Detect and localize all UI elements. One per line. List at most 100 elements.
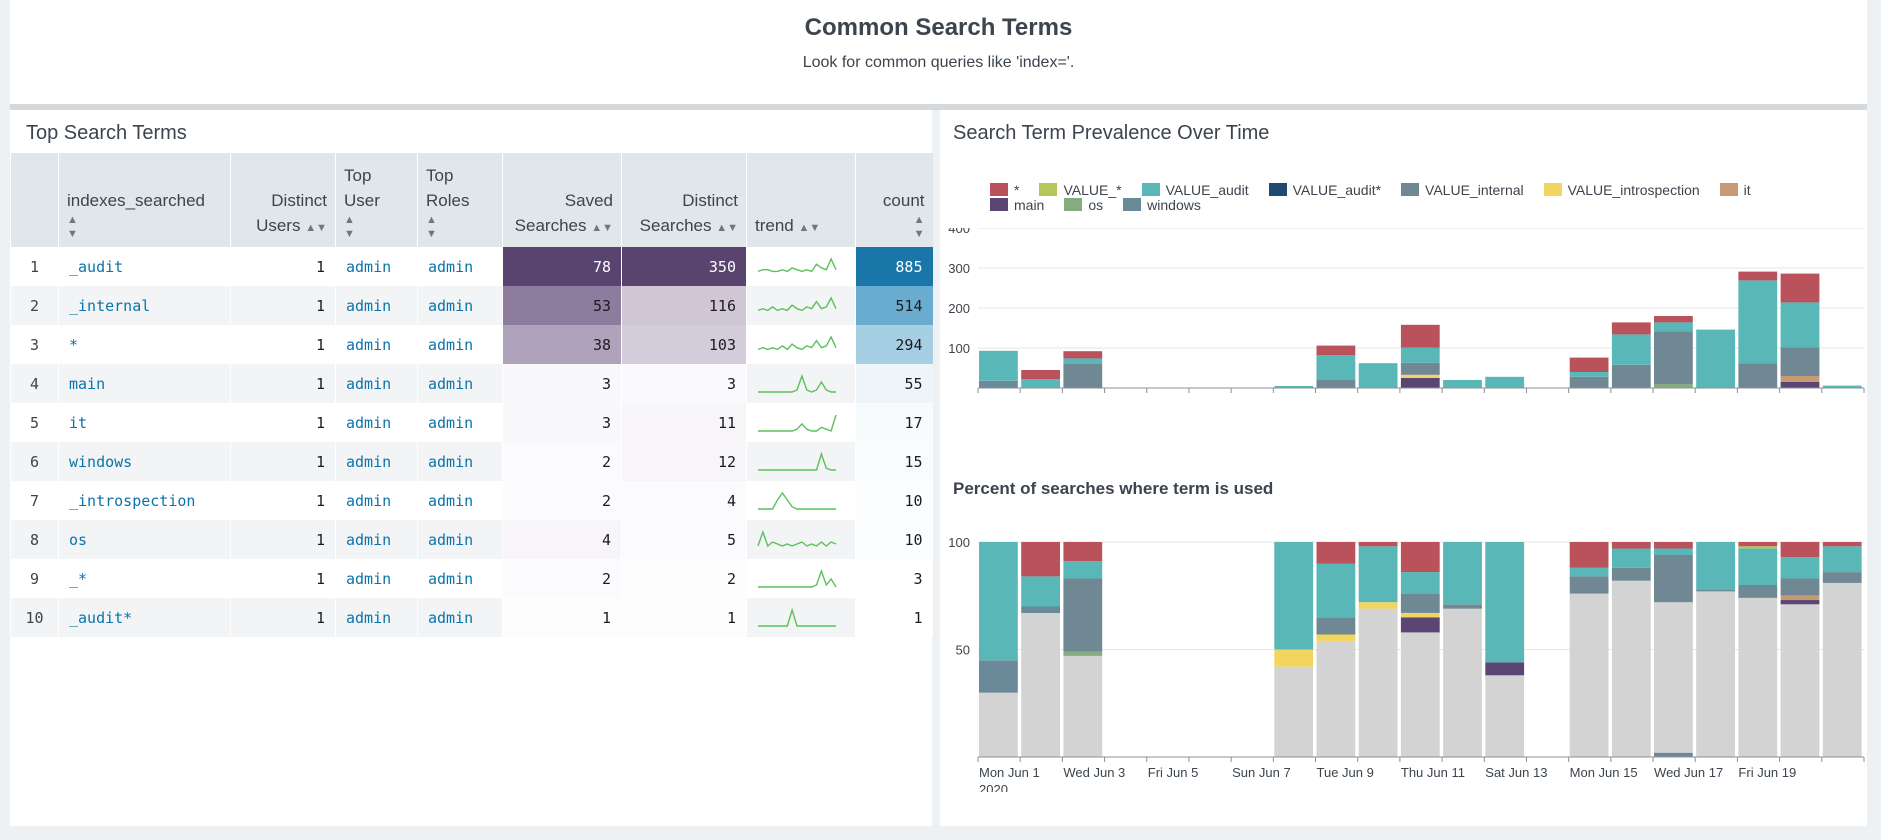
bar-segment-other[interactable] <box>1274 666 1314 757</box>
sort-icon[interactable]: ▲▼ <box>798 222 821 234</box>
bar-segment-valueaudit[interactable] <box>1738 280 1778 364</box>
bar-segment-main[interactable] <box>1780 382 1820 388</box>
legend-item[interactable]: VALUE_audit* <box>1268 182 1381 198</box>
column-header-count[interactable]: count ▲ ▼ <box>855 153 933 247</box>
sort-icon[interactable]: ▲▼ <box>716 222 738 234</box>
top-roles-link[interactable]: admin <box>417 598 503 637</box>
bar-segment-[interactable] <box>1316 345 1356 356</box>
bar-segment-[interactable] <box>1400 324 1440 348</box>
top-user-link[interactable]: admin <box>335 247 418 286</box>
bar-segment-valueaudit[interactable] <box>1485 542 1525 663</box>
top-user-link[interactable]: admin <box>335 364 418 403</box>
bar-segment-[interactable] <box>1316 542 1356 564</box>
top-roles-link[interactable]: admin <box>417 442 503 481</box>
column-header-indexes-searched[interactable]: indexes_searched ▲ ▼ <box>58 153 231 247</box>
bar-segment-valueinternal[interactable] <box>1654 331 1693 384</box>
bar-segment-valueaudit[interactable] <box>1021 379 1060 388</box>
bar-segment-[interactable] <box>1021 370 1060 380</box>
bar-segment-main[interactable] <box>1400 617 1440 633</box>
sort-icon[interactable]: ▲▼ <box>591 222 613 234</box>
sort-icon[interactable]: ▲▼ <box>344 214 355 240</box>
bar-segment-[interactable] <box>1569 357 1609 372</box>
bar-segment-other[interactable] <box>1822 582 1862 757</box>
bar-segment-windows[interactable] <box>979 380 1018 388</box>
bar-segment-windows[interactable] <box>1021 606 1060 614</box>
bar-segment-valueinternal[interactable] <box>1063 578 1103 652</box>
sort-icon[interactable]: ▲▼ <box>305 222 327 234</box>
bar-segment-it[interactable] <box>1780 595 1820 601</box>
bar-segment-[interactable] <box>1738 271 1778 281</box>
bar-segment-other[interactable] <box>1611 580 1651 757</box>
bar-segment-valueaudit[interactable] <box>1611 548 1651 568</box>
sort-icon[interactable]: ▲▼ <box>67 214 78 240</box>
bar-segment-value[interactable] <box>1738 546 1778 549</box>
bar-segment-[interactable] <box>1654 542 1693 549</box>
bar-segment-valueinternal[interactable] <box>1611 567 1651 581</box>
top-user-link[interactable]: admin <box>335 442 418 481</box>
bar-segment-valueinternal[interactable] <box>1611 364 1651 388</box>
bar-segment-[interactable] <box>1738 542 1778 547</box>
top-roles-link[interactable]: admin <box>417 286 503 325</box>
bar-segment-[interactable] <box>1569 542 1609 568</box>
sort-icon[interactable]: ▲▼ <box>913 214 925 240</box>
bar-segment-valueinternal[interactable] <box>1569 376 1609 388</box>
bar-segment-valueaudit[interactable] <box>1400 347 1440 363</box>
index-name-link[interactable]: _introspection <box>58 481 231 520</box>
bar-segment-valueinternal[interactable] <box>1696 589 1735 592</box>
bar-segment-other[interactable] <box>1400 632 1440 757</box>
bar-segment-valueaudit[interactable] <box>1063 561 1103 579</box>
bar-segment-valueaudit[interactable] <box>1611 334 1651 365</box>
bar-segment-other[interactable] <box>1021 612 1060 757</box>
legend-item[interactable]: VALUE_introspection <box>1543 182 1700 198</box>
top-roles-link[interactable]: admin <box>417 247 503 286</box>
bar-segment-valueaudit[interactable] <box>1316 355 1356 380</box>
bar-segment-valueaudit[interactable] <box>1021 576 1060 607</box>
bar-segment-other[interactable] <box>1569 593 1609 757</box>
bar-segment-valueinternal[interactable] <box>1443 604 1482 609</box>
legend-item[interactable]: main <box>990 197 1044 213</box>
column-header-saved-searches[interactable]: Saved Searches ▲▼ <box>502 153 622 247</box>
bar-segment-valueaudit[interactable] <box>1400 572 1440 594</box>
bar-segment-valueaudit[interactable] <box>979 542 1018 661</box>
bar-segment-valueaudit[interactable] <box>979 350 1018 381</box>
index-name-link[interactable]: os <box>58 520 231 559</box>
table-row[interactable]: 2 _internal 1 admin admin 53 116 514 <box>10 286 933 325</box>
bar-segment-valueaudit[interactable] <box>1274 542 1314 650</box>
top-roles-link[interactable]: admin <box>417 403 503 442</box>
bar-segment-valueinternal[interactable] <box>1654 554 1693 603</box>
table-row[interactable]: 1 _audit 1 admin admin 78 350 885 <box>10 247 933 286</box>
bar-segment-valueaudit[interactable] <box>1443 380 1482 388</box>
top-user-link[interactable]: admin <box>335 481 418 520</box>
bar-segment-windows[interactable] <box>1654 752 1693 757</box>
bar-segment-valueintrospection[interactable] <box>1400 613 1440 618</box>
bar-segment-[interactable] <box>1358 542 1398 547</box>
legend-item[interactable]: VALUE_* <box>1039 182 1122 198</box>
bar-segment-it[interactable] <box>1780 376 1820 382</box>
bar-segment-valueinternal[interactable] <box>1780 578 1820 596</box>
bar-segment-main[interactable] <box>1400 378 1440 388</box>
bar-segment-os[interactable] <box>1654 384 1693 388</box>
bar-segment-[interactable] <box>1063 351 1103 359</box>
bar-segment-other[interactable] <box>1696 591 1735 757</box>
index-name-link[interactable]: _audit* <box>58 598 231 637</box>
bar-segment-valueaudit[interactable] <box>1738 548 1778 585</box>
bar-segment-other[interactable] <box>979 692 1018 758</box>
index-name-link[interactable]: _* <box>58 559 231 598</box>
bar-segment-[interactable] <box>1654 316 1693 323</box>
bar-segment-valueinternal[interactable] <box>1316 617 1356 635</box>
bar-segment-other[interactable] <box>1654 602 1693 753</box>
bar-segment-valueaudit[interactable] <box>1569 372 1609 377</box>
top-roles-link[interactable]: admin <box>417 481 503 520</box>
legend-item[interactable]: VALUE_audit <box>1141 182 1249 198</box>
bar-segment-other[interactable] <box>1063 655 1103 757</box>
top-roles-link[interactable]: admin <box>417 325 503 364</box>
bar-segment-valueaudit[interactable] <box>1485 376 1525 388</box>
column-header-distinct-users[interactable]: Distinct Users ▲▼ <box>230 153 336 247</box>
bar-segment-valueaudit[interactable] <box>1822 385 1862 388</box>
bar-segment-[interactable] <box>1611 322 1651 335</box>
bar-segment-other[interactable] <box>1780 604 1820 757</box>
bar-segment-valueaudit[interactable] <box>1822 546 1862 573</box>
column-header-top-user[interactable]: Top User ▲ ▼ <box>335 153 418 247</box>
bar-segment-[interactable] <box>1021 542 1060 577</box>
column-header-distinct-searches[interactable]: Distinct Searches ▲▼ <box>621 153 747 247</box>
